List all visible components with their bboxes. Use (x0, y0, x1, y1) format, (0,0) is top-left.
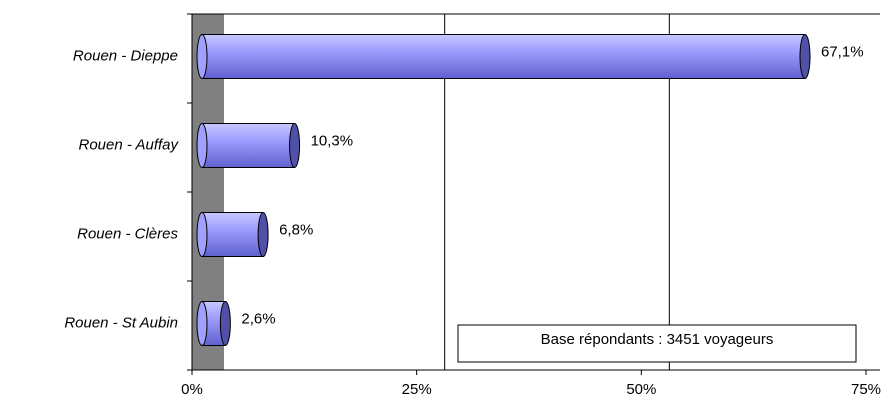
x-tick-label: 25% (402, 381, 432, 398)
x-tick-label: 50% (626, 381, 656, 398)
bar-end-cap (289, 123, 301, 168)
bar-start-cap (196, 212, 208, 257)
category-label: Rouen - Dieppe (73, 47, 178, 64)
bar-start-cap (196, 34, 208, 79)
x-tick-label: 75% (851, 381, 881, 398)
bar-end-cap (219, 301, 231, 346)
category-label: Rouen - Clères (77, 225, 178, 242)
bar (201, 212, 264, 257)
bar (201, 34, 806, 79)
bar-start-cap (196, 123, 208, 168)
x-tick-label: 0% (181, 381, 203, 398)
value-label: 67,1% (821, 43, 864, 60)
bar-end-cap (257, 212, 269, 257)
value-label: 2,6% (241, 310, 275, 327)
category-label: Rouen - Auffay (79, 136, 180, 153)
bar (201, 123, 296, 168)
value-label: 6,8% (279, 221, 313, 238)
annotation: Base répondants : 3451 voyageurs (541, 331, 774, 348)
annotation-box (457, 324, 857, 363)
category-label: Rouen - St Aubin (64, 314, 178, 331)
bar-end-cap (799, 34, 811, 79)
bar-start-cap (196, 301, 208, 346)
value-label: 10,3% (311, 132, 354, 149)
